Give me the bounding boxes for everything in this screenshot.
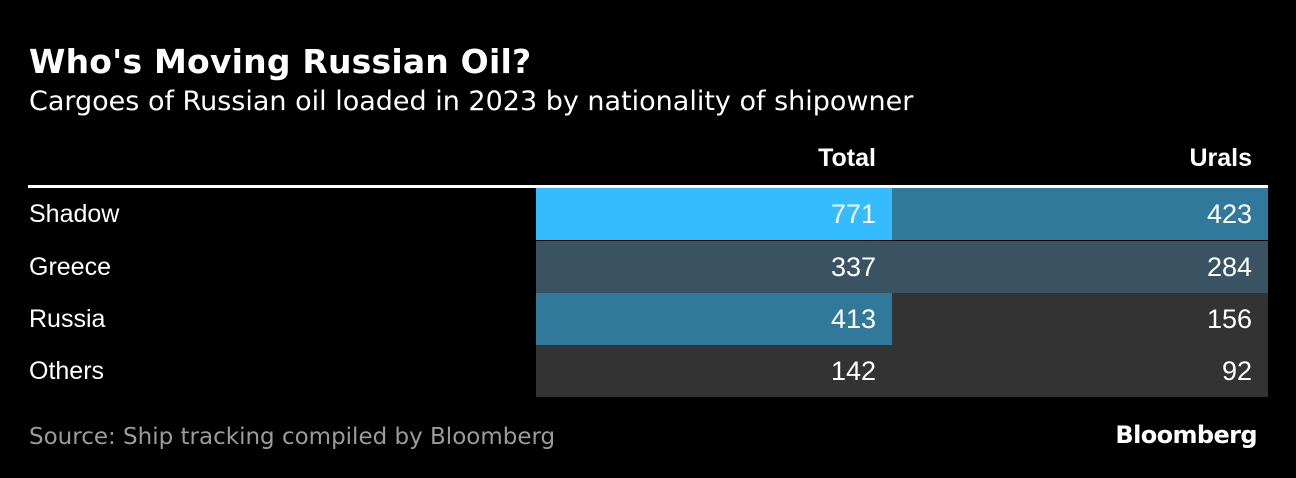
row-label-russia: Russia bbox=[29, 305, 106, 333]
row-label-shadow: Shadow bbox=[29, 200, 120, 228]
table-row-others: Others 142 92 bbox=[28, 345, 1268, 397]
table-row-russia: Russia 413 156 bbox=[28, 293, 1268, 345]
header-divider bbox=[28, 185, 1268, 188]
cell-greece-total: 337 bbox=[536, 241, 892, 293]
cell-others-urals: 92 bbox=[892, 345, 1268, 397]
cell-russia-urals: 156 bbox=[892, 293, 1268, 345]
cell-shadow-urals: 423 bbox=[892, 188, 1268, 240]
chart-subtitle: Cargoes of Russian oil loaded in 2023 by… bbox=[29, 86, 914, 117]
source-note: Source: Ship tracking compiled by Bloomb… bbox=[29, 424, 556, 450]
cell-greece-urals: 284 bbox=[892, 241, 1268, 293]
table-row-shadow: Shadow 771 423 bbox=[28, 188, 1268, 240]
column-header-total: Total bbox=[818, 144, 876, 172]
cell-russia-total: 413 bbox=[536, 293, 892, 345]
column-header-urals: Urals bbox=[1189, 144, 1252, 172]
chart-title: Who's Moving Russian Oil? bbox=[29, 42, 532, 81]
bloomberg-logo: Bloomberg bbox=[1115, 421, 1257, 449]
row-label-greece: Greece bbox=[29, 253, 111, 281]
row-label-others: Others bbox=[29, 357, 105, 385]
cell-shadow-total: 771 bbox=[536, 188, 892, 240]
cell-others-total: 142 bbox=[536, 345, 892, 397]
table-row-greece: Greece 337 284 bbox=[28, 241, 1268, 293]
